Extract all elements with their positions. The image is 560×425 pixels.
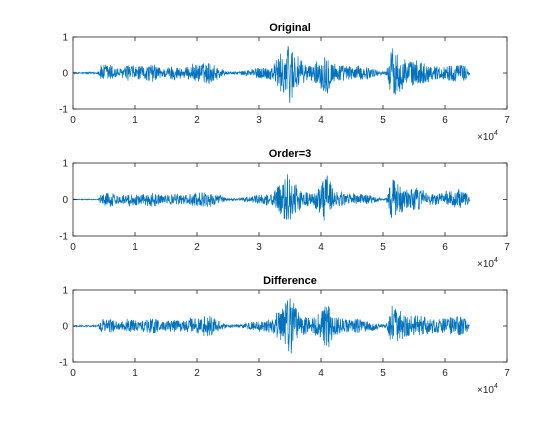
- y-tick-label: 0: [62, 69, 68, 80]
- y-tick-label: 1: [62, 33, 68, 44]
- y-tick-label: -1: [59, 105, 68, 116]
- x-tick-label: 7: [504, 368, 510, 379]
- y-tick-label: 0: [62, 322, 68, 333]
- subplot-title: Original: [269, 22, 311, 34]
- subplot-title: Difference: [263, 275, 317, 287]
- x-tick-label: 1: [132, 368, 138, 379]
- x-tick-label: 5: [380, 368, 386, 379]
- signal-line-3: [73, 298, 470, 354]
- x-tick-label: 7: [504, 115, 510, 126]
- x-exponent-label: ×104: [477, 257, 498, 270]
- x-exponent-label: ×104: [477, 383, 498, 396]
- x-tick-label: 5: [380, 242, 386, 253]
- x-tick-label: 4: [318, 115, 324, 126]
- x-tick-label: 2: [194, 115, 200, 126]
- x-tick-label: 3: [256, 368, 262, 379]
- y-tick-label: 0: [62, 195, 68, 206]
- signal-line-2: [73, 174, 471, 221]
- x-tick-label: 4: [318, 242, 324, 253]
- x-tick-label: 3: [256, 242, 262, 253]
- x-tick-label: 6: [442, 242, 448, 253]
- y-tick-label: -1: [59, 232, 68, 243]
- x-tick-label: 7: [504, 242, 510, 253]
- x-tick-label: 0: [70, 242, 76, 253]
- x-tick-label: 1: [132, 242, 138, 253]
- x-tick-label: 2: [194, 242, 200, 253]
- x-tick-label: 0: [70, 368, 76, 379]
- x-tick-label: 0: [70, 115, 76, 126]
- y-tick-label: 1: [62, 159, 68, 170]
- x-tick-label: 3: [256, 115, 262, 126]
- signal-line-1: [73, 45, 471, 103]
- y-tick-label: -1: [59, 358, 68, 369]
- x-tick-label: 4: [318, 368, 324, 379]
- x-tick-label: 5: [380, 115, 386, 126]
- subplot-title: Order=3: [269, 148, 312, 160]
- y-tick-label: 1: [62, 286, 68, 297]
- x-tick-label: 2: [194, 368, 200, 379]
- x-tick-label: 6: [442, 368, 448, 379]
- x-exponent-label: ×104: [477, 130, 498, 143]
- x-tick-label: 6: [442, 115, 448, 126]
- x-tick-label: 1: [132, 115, 138, 126]
